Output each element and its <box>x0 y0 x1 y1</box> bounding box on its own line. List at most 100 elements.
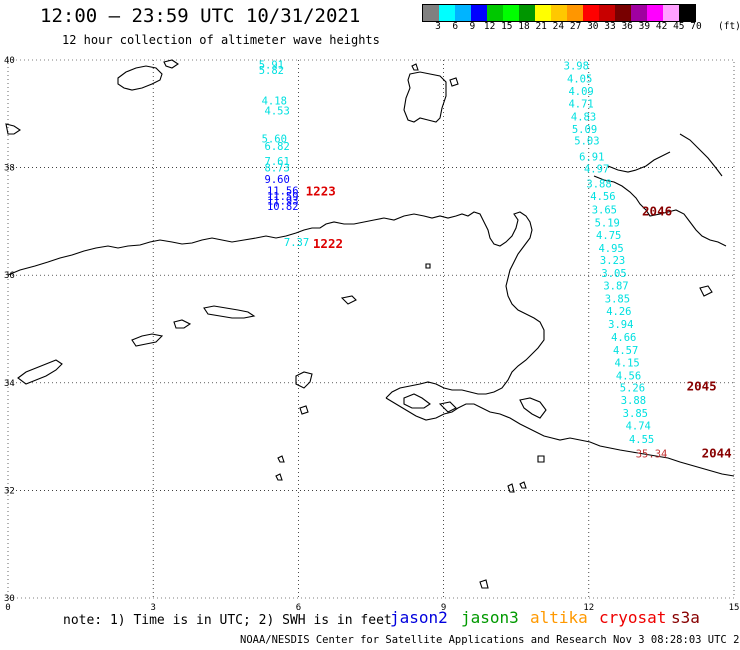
island-5 <box>131 333 164 347</box>
note-text: note: 1) Time is in UTC; 2) SWH is in fe… <box>63 613 392 628</box>
y-tick-label: 36 <box>4 271 15 281</box>
island-15 <box>537 455 545 463</box>
wave-height-value: 8.73 <box>265 163 290 175</box>
track-values: 5.915.82 4.184.53 5.606.82 7.618.73 7.37 9.60… <box>259 59 668 460</box>
legend-label: 36 <box>621 21 633 32</box>
legend-swatch <box>503 5 519 21</box>
pass-labels: 1223 1222 2046 2045 2044 <box>306 184 732 461</box>
island-16 <box>507 483 515 493</box>
legend-swatch <box>423 5 439 21</box>
legend-label: 24 <box>552 21 565 32</box>
legend-label: 42 <box>655 21 668 32</box>
sicily-coast <box>593 175 727 247</box>
y-tick-label: 30 <box>4 594 15 604</box>
island-13 <box>479 579 489 589</box>
island-1 <box>449 77 459 87</box>
wave-height-value: 9.60 <box>265 174 290 186</box>
pass-number-label: 2046 <box>642 204 672 219</box>
x-tick-label: 0 <box>5 603 10 613</box>
wave-height-value: 6.91 <box>579 151 604 163</box>
wave-height-value: 5.19 <box>595 217 620 229</box>
wave-height-value: 3.94 <box>608 319 633 331</box>
wave-height-value: 4.83 <box>571 111 596 123</box>
wave-height-value: 11.93 <box>267 195 299 207</box>
pass-number-label: 2044 <box>702 446 732 461</box>
legend-swatch <box>439 5 455 21</box>
wave-height-value: 4.15 <box>614 357 639 369</box>
sardinia-coast <box>403 71 447 123</box>
wave-height-value: 7.37 <box>284 237 309 249</box>
wave-height-value: 5.91 <box>259 59 284 71</box>
legend-label: 70 <box>690 21 702 32</box>
island-7 <box>17 359 63 385</box>
pass-number-label: 2045 <box>687 378 717 393</box>
island-14 <box>519 481 527 489</box>
wave-height-value: 4.66 <box>611 332 636 344</box>
legend-swatch <box>647 5 663 21</box>
wave-height-value: 5.03 <box>574 136 599 148</box>
island-9 <box>299 405 309 415</box>
island-18 <box>519 397 547 419</box>
legend-label: 9 <box>469 21 476 32</box>
color-scale-legend <box>422 4 696 22</box>
wave-height-value: 5.60 <box>262 134 287 146</box>
island-10 <box>425 263 431 269</box>
wave-height-value: 3.87 <box>603 280 628 292</box>
wave-height-value: 5.26 <box>620 383 645 395</box>
legend-label: 6 <box>452 21 459 32</box>
wave-height-value: 3.05 <box>601 268 626 280</box>
wave-height-value: 10.82 <box>267 201 299 213</box>
wave-height-value: 3.88 <box>621 395 646 407</box>
legend-label: 3 <box>435 21 441 32</box>
island-2 <box>411 63 419 71</box>
wave-height-value: 35.34 <box>636 448 668 460</box>
wave-height-value: 4.75 <box>596 230 621 242</box>
legend-swatch <box>599 5 615 21</box>
lat-lon-grid <box>8 60 734 598</box>
legend-label: 30 <box>587 21 599 32</box>
wave-height-value: 4.09 <box>568 86 593 98</box>
wave-height-value: 4.56 <box>616 370 641 382</box>
legend-swatch <box>455 5 471 21</box>
satellite-jason3: jason3 <box>461 608 519 627</box>
legend-label: 18 <box>518 21 530 32</box>
map-subtitle: 12 hour collection of altimeter wave hei… <box>62 33 380 47</box>
x-tick-label: 9 <box>441 603 446 613</box>
wave-height-value: 6.82 <box>265 141 290 153</box>
wave-height-value: 5.09 <box>572 124 597 136</box>
legend-swatch <box>679 5 695 21</box>
wave-height-value: 3.85 <box>623 408 648 420</box>
satellite-altika: altika <box>530 608 588 627</box>
y-tick-label: 34 <box>4 379 15 389</box>
legend-swatch <box>471 5 487 21</box>
legend-label: 12 <box>483 21 496 32</box>
x-tick-label: 15 <box>729 603 740 613</box>
north-africa-coast <box>7 211 545 399</box>
wave-height-value: 4.57 <box>613 345 638 357</box>
legend-swatch <box>663 5 679 21</box>
island-8 <box>295 371 313 389</box>
legend-swatch <box>535 5 551 21</box>
legend-swatch <box>615 5 631 21</box>
wave-height-value: 11.56 <box>267 186 299 198</box>
legend-swatch <box>487 5 503 21</box>
legend-label: 21 <box>535 21 547 32</box>
wave-height-value: 3.98 <box>564 60 589 72</box>
x-tick-label: 3 <box>150 603 155 613</box>
wave-height-value: 4.26 <box>606 306 631 318</box>
y-tick-label: 38 <box>4 164 15 174</box>
island-6 <box>203 305 256 319</box>
wave-height-value: 4.97 <box>584 164 609 176</box>
y-tick-label: 32 <box>4 486 15 496</box>
satellite-cryosat: cryosat <box>599 608 667 627</box>
wave-height-value: 5.82 <box>259 65 284 77</box>
island-3 <box>340 295 357 305</box>
menorca-coast <box>163 59 179 69</box>
footer-text: NOAA/NESDIS Center for Satellite Applica… <box>240 634 740 646</box>
y-tick-label: 40 <box>4 56 15 66</box>
island-17 <box>275 473 283 481</box>
wave-height-value: 3.85 <box>605 293 630 305</box>
wave-height-value: 4.18 <box>262 95 287 107</box>
wave-height-value: 4.74 <box>626 420 651 432</box>
